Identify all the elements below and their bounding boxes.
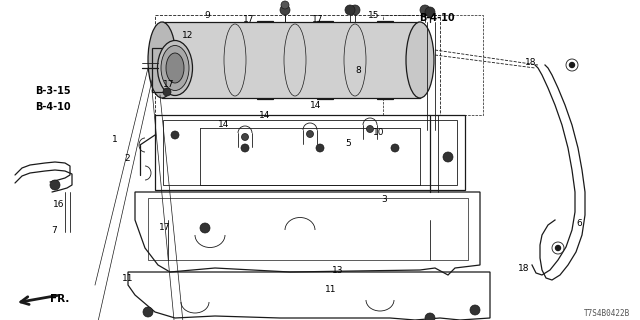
Circle shape [350, 5, 360, 15]
Ellipse shape [148, 22, 176, 98]
Text: 12: 12 [182, 31, 194, 40]
Circle shape [241, 133, 248, 140]
Circle shape [425, 7, 435, 17]
Text: 6: 6 [576, 220, 582, 228]
Circle shape [143, 307, 153, 317]
Circle shape [200, 223, 210, 233]
Text: B-4-10: B-4-10 [35, 102, 71, 112]
Circle shape [345, 5, 355, 15]
Text: 11: 11 [325, 285, 337, 294]
Circle shape [470, 305, 480, 315]
Text: 14: 14 [218, 120, 229, 129]
Text: 11: 11 [122, 274, 133, 283]
Text: B-3-15: B-3-15 [35, 86, 71, 96]
Circle shape [552, 242, 564, 254]
Circle shape [443, 152, 453, 162]
Ellipse shape [406, 22, 434, 98]
Text: 17: 17 [159, 223, 170, 232]
Circle shape [316, 144, 324, 152]
Circle shape [307, 131, 314, 138]
Circle shape [50, 180, 60, 190]
Text: 2: 2 [125, 154, 131, 163]
Text: 3: 3 [381, 196, 387, 204]
Text: 18: 18 [518, 264, 530, 273]
Bar [383, 15, 483, 115]
Text: 10: 10 [372, 128, 384, 137]
Bar [163, 120, 457, 185]
Circle shape [171, 131, 179, 139]
Circle shape [570, 62, 575, 68]
Circle shape [566, 59, 578, 71]
Text: 14: 14 [310, 101, 322, 110]
Text: 8: 8 [355, 66, 361, 75]
Circle shape [281, 1, 289, 9]
Bar [155, 15, 440, 115]
Text: 17: 17 [163, 80, 175, 89]
Circle shape [163, 88, 171, 96]
Text: 13: 13 [332, 266, 343, 275]
Text: 7: 7 [51, 226, 57, 235]
Ellipse shape [157, 41, 193, 95]
Circle shape [391, 144, 399, 152]
Text: 17: 17 [312, 15, 324, 24]
Text: 17: 17 [243, 15, 255, 24]
Text: 14: 14 [259, 111, 271, 120]
Text: B-4-10: B-4-10 [419, 12, 455, 23]
Text: 5: 5 [346, 139, 351, 148]
Bar [162, 22, 420, 98]
Text: FR.: FR. [50, 294, 69, 304]
Text: T7S4B0422B: T7S4B0422B [584, 309, 630, 318]
Text: 9: 9 [205, 12, 211, 20]
Bar [155, 115, 465, 190]
Text: 18: 18 [525, 58, 536, 67]
Circle shape [420, 5, 430, 15]
Circle shape [425, 313, 435, 320]
Text: 15: 15 [368, 11, 380, 20]
Circle shape [241, 144, 249, 152]
Text: 16: 16 [53, 200, 65, 209]
Ellipse shape [161, 45, 189, 91]
Ellipse shape [166, 53, 184, 83]
Circle shape [280, 5, 290, 15]
Circle shape [556, 245, 561, 251]
Circle shape [367, 125, 374, 132]
Text: 1: 1 [112, 135, 118, 144]
